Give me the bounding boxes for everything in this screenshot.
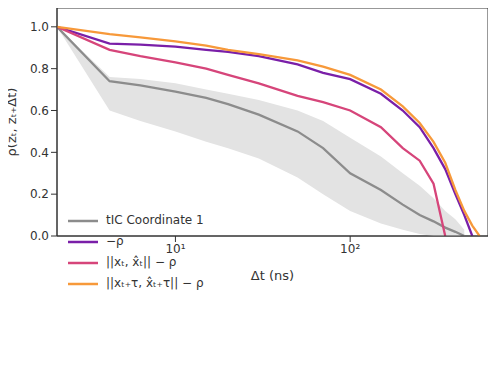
svg-text:Δt (ns): Δt (ns) — [251, 268, 294, 283]
svg-text:ρ(zₜ, zₜ₊Δt): ρ(zₜ, zₜ₊Δt) — [8, 88, 19, 157]
svg-text:10¹: 10¹ — [165, 242, 185, 256]
svg-text:10²: 10² — [340, 242, 360, 256]
html-text:tIC Coordinate 1: tIC Coordinate 1 — [106, 213, 204, 227]
svg-text:1.0: 1.0 — [30, 20, 49, 34]
svg-text:0.2: 0.2 — [30, 187, 49, 201]
svg-text:0.8: 0.8 — [30, 62, 49, 76]
svg-text:0.4: 0.4 — [30, 146, 49, 160]
html-text:||xₜ₊τ, x̂ₜ₊τ|| − ρ: ||xₜ₊τ, x̂ₜ₊τ|| − ρ — [106, 276, 204, 290]
svg-text:0.0: 0.0 — [30, 229, 49, 243]
html-text:||xₜ, x̂ₜ|| − ρ: ||xₜ, x̂ₜ|| − ρ — [106, 255, 177, 269]
html-text:−ρ: −ρ — [106, 234, 124, 248]
svg-text:0.6: 0.6 — [30, 104, 49, 118]
